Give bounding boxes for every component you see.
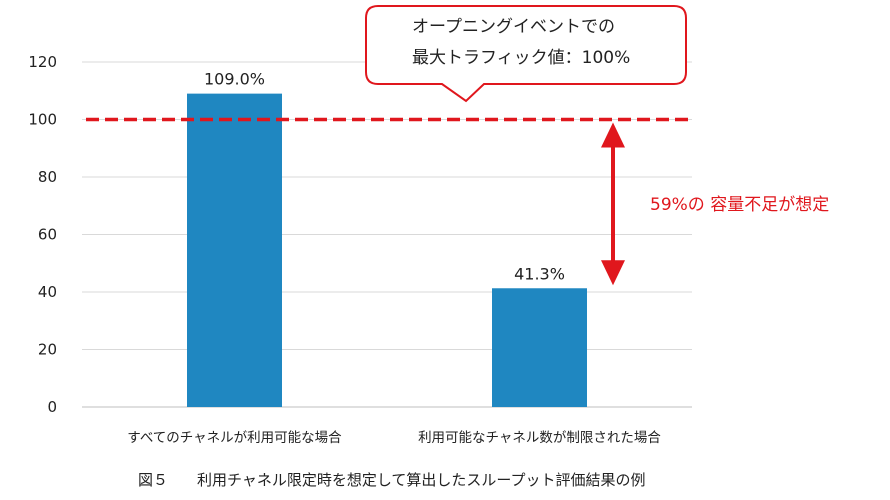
callout-line-1: オープニングイベントでの (412, 17, 615, 37)
y-axis-tick-labels: 0 20 40 60 80 100 120 (28, 53, 57, 416)
category-label: 利用可能なチャネル数が制限された場合 (418, 430, 661, 446)
category-labels: すべてのチャネルが利用可能な場合 利用可能なチャネル数が制限された場合 (127, 430, 661, 446)
bars (187, 93, 587, 407)
category-label: すべてのチャネルが利用可能な場合 (127, 430, 342, 446)
data-labels: 109.0% 41.3% (204, 70, 565, 284)
callout-bubble-shape (365, 5, 687, 103)
shortfall-arrow-head-up (601, 122, 625, 148)
shortfall-annotation: 59%の 容量不足が想定 (650, 195, 829, 215)
y-tick-label: 120 (28, 53, 57, 71)
shortfall-arrow-head-down (601, 260, 625, 286)
figure-caption: 利用チャネル限定時を想定して算出したスループット評価結果の例 (197, 471, 646, 489)
y-tick-label: 40 (38, 283, 57, 301)
shortfall-arrow (601, 122, 625, 286)
y-tick-label: 60 (38, 226, 57, 244)
y-tick-label: 100 (28, 111, 57, 129)
bar-2 (492, 288, 587, 407)
bar-value-label: 41.3% (514, 264, 565, 283)
bar-value-label: 109.0% (204, 70, 265, 89)
y-tick-label: 80 (38, 168, 57, 186)
max-traffic-callout: オープニングイベントでの 最大トラフィック値：100% (365, 5, 687, 103)
callout-line-2: 最大トラフィック値：100% (412, 48, 630, 68)
figure-number: 図５ (138, 471, 168, 489)
gridlines (82, 61, 692, 408)
bar-1 (187, 93, 282, 407)
y-tick-label: 0 (47, 398, 57, 416)
y-tick-label: 20 (38, 341, 57, 359)
